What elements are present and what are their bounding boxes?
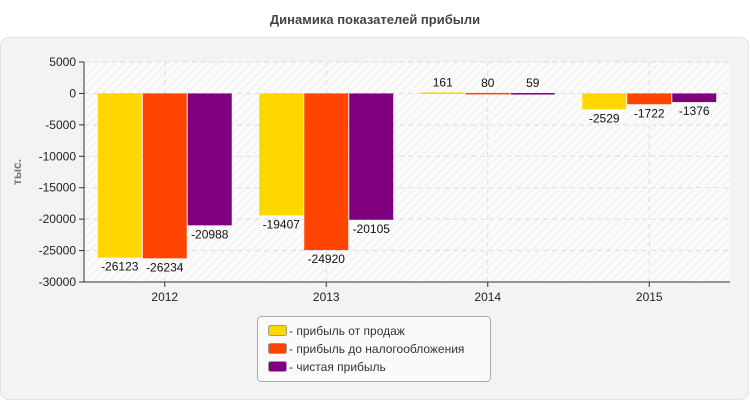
y-tick-label: -30000 <box>39 275 77 289</box>
x-tick-label: 2013 <box>313 290 340 304</box>
data-label: -20988 <box>191 227 229 241</box>
data-label: -26123 <box>101 260 139 274</box>
y-axis-label: тыс. <box>10 159 24 185</box>
bar <box>142 93 187 259</box>
data-label: -24920 <box>308 252 346 266</box>
data-label: -26234 <box>146 260 184 274</box>
bar <box>465 92 510 95</box>
data-label: -1722 <box>634 106 665 120</box>
data-label: -20105 <box>353 222 391 236</box>
legend-swatch <box>268 325 287 336</box>
x-tick-label: 2012 <box>151 290 178 304</box>
bar <box>627 93 672 105</box>
bar <box>349 93 394 220</box>
y-tick-label: -15000 <box>39 181 77 195</box>
data-label: -2529 <box>589 111 620 125</box>
bar <box>187 93 232 226</box>
y-tick-label: -10000 <box>39 149 77 163</box>
bar <box>304 93 349 251</box>
bar <box>582 93 627 110</box>
bar <box>672 93 717 103</box>
bar <box>420 92 465 94</box>
data-label: 161 <box>433 75 453 89</box>
chart-title: Динамика показателей прибыли <box>270 12 480 27</box>
y-tick-label: -5000 <box>45 118 76 132</box>
legend: - прибыль от продаж - прибыль до налогооб… <box>257 316 491 382</box>
bar <box>259 93 304 216</box>
y-tick-label: -25000 <box>39 244 77 258</box>
y-tick-label: 5000 <box>49 55 76 69</box>
legend-item-label: - прибыль до налогообложения <box>289 342 464 356</box>
legend-item-label: - прибыль от продаж <box>289 324 405 338</box>
data-label: -19407 <box>263 217 301 231</box>
bar <box>97 93 142 258</box>
x-tick-label: 2015 <box>636 290 663 304</box>
x-tick-label: 2014 <box>474 290 501 304</box>
bar <box>510 93 555 95</box>
data-label: 59 <box>526 76 540 90</box>
data-label: -1376 <box>679 104 710 118</box>
y-tick-label: 0 <box>69 86 76 100</box>
data-label: 80 <box>481 76 495 90</box>
y-tick-label: -20000 <box>39 212 77 226</box>
legend-swatch <box>268 361 287 372</box>
legend-item-label: - чистая прибыль <box>289 360 386 374</box>
legend-swatch <box>268 343 287 354</box>
